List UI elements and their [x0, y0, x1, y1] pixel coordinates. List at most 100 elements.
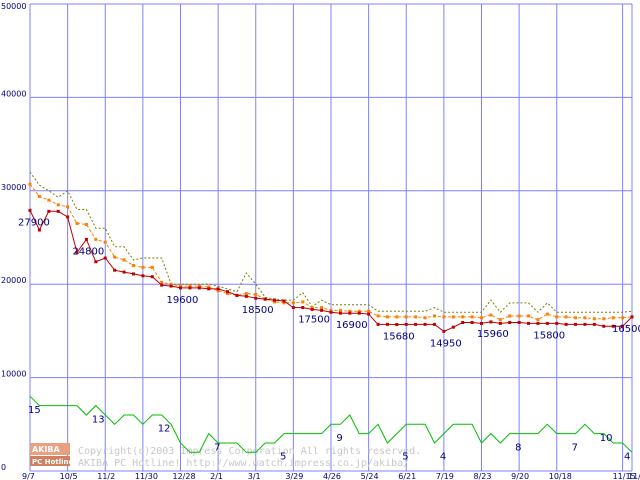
price-label: 17500 [298, 315, 330, 326]
point-average [517, 314, 521, 318]
x-tick-label: 6/21 [398, 472, 416, 480]
point-lowest [545, 321, 549, 325]
point-lowest [122, 270, 126, 274]
data-labels: 27900 24800 19600 18500 17500 16900 15680 14950… [18, 217, 640, 462]
point-lowest [141, 274, 145, 278]
point-average [395, 315, 399, 319]
price-label: 16500 [612, 324, 640, 335]
point-average [273, 300, 277, 304]
point-average [141, 265, 145, 269]
point-lowest [385, 322, 389, 326]
point-lowest [179, 286, 182, 290]
series [28, 171, 634, 453]
point-lowest [630, 315, 634, 319]
point-average [357, 309, 361, 313]
point-lowest [160, 283, 164, 287]
point-lowest [611, 324, 615, 328]
point-average [592, 317, 596, 321]
point-lowest [188, 286, 192, 290]
point-lowest [517, 320, 521, 324]
point-lowest [592, 322, 596, 326]
point-lowest [226, 290, 230, 294]
point-average [536, 318, 540, 322]
point-average [226, 292, 230, 296]
point-lowest [395, 323, 399, 327]
x-tick-label: 11/2 [97, 472, 115, 480]
point-lowest [432, 322, 436, 326]
point-lowest [282, 299, 286, 303]
point-average [169, 282, 173, 286]
x-tick-label: 2/1 [210, 472, 223, 480]
point-average [28, 182, 32, 186]
x-tick-label: 3/29 [285, 472, 303, 480]
logo-top-box [30, 443, 70, 455]
point-average [376, 314, 380, 318]
watermark: AKIBA PC Hotline! Copyright(c)2003 Impre… [30, 443, 421, 469]
count-label: 8 [515, 442, 521, 453]
point-lowest [47, 209, 51, 213]
x-tick-label: 5/24 [361, 472, 379, 480]
x-tick-label: 9/7 [22, 472, 35, 480]
point-average [498, 318, 502, 322]
point-lowest [461, 320, 465, 324]
point-average [385, 315, 389, 319]
point-average [423, 316, 427, 320]
point-average [470, 315, 474, 319]
logo-bottom-box [30, 456, 70, 466]
point-average [216, 289, 220, 293]
point-average [47, 198, 51, 202]
point-lowest [263, 297, 267, 301]
point-average [583, 316, 587, 320]
x-tick-label: 7/19 [436, 472, 454, 480]
point-average [602, 317, 606, 321]
point-lowest [103, 256, 107, 260]
point-average [489, 313, 493, 317]
point-average [329, 308, 333, 312]
point-lowest [536, 321, 540, 325]
y-tick-label: 0 [1, 463, 6, 472]
point-average [414, 315, 418, 319]
point-average [320, 306, 324, 310]
point-lowest [404, 322, 408, 326]
price-label: 27900 [18, 217, 50, 228]
point-average [160, 280, 164, 284]
point-average [207, 285, 211, 289]
point-lowest [574, 322, 578, 326]
y-axis-ticks: 0 10000 20000 30000 40000 50000 [1, 2, 26, 472]
count-label: 5 [280, 452, 286, 463]
price-label: 18500 [242, 305, 274, 316]
point-lowest [113, 268, 117, 272]
point-average [555, 315, 559, 319]
point-lowest [197, 286, 201, 290]
point-average [480, 316, 483, 320]
x-tick-label: 8/23 [474, 472, 492, 480]
price-label: 15800 [533, 330, 565, 341]
point-average [461, 315, 465, 319]
x-tick-label: 11/30 [135, 472, 158, 480]
point-lowest [244, 294, 248, 298]
y-tick-label: 40000 [1, 89, 26, 98]
point-average [282, 301, 286, 305]
point-average [338, 308, 342, 312]
point-lowest [376, 322, 380, 326]
count-label: 15 [28, 405, 41, 416]
point-lowest [310, 307, 314, 311]
price-label: 16900 [336, 320, 368, 331]
point-average [367, 309, 371, 313]
point-lowest [84, 237, 88, 241]
point-average [508, 314, 512, 318]
y-tick-label: 10000 [1, 370, 26, 379]
point-lowest [357, 311, 361, 315]
point-lowest [207, 287, 211, 291]
count-label: 4 [440, 452, 446, 463]
point-lowest [235, 293, 239, 297]
price-label: 19600 [167, 295, 199, 306]
point-lowest [527, 321, 531, 325]
point-average [254, 292, 258, 296]
count-label: 5 [402, 452, 408, 463]
point-lowest [348, 311, 352, 315]
count-label: 7 [214, 442, 220, 453]
point-average [103, 240, 107, 244]
point-lowest [75, 250, 79, 254]
